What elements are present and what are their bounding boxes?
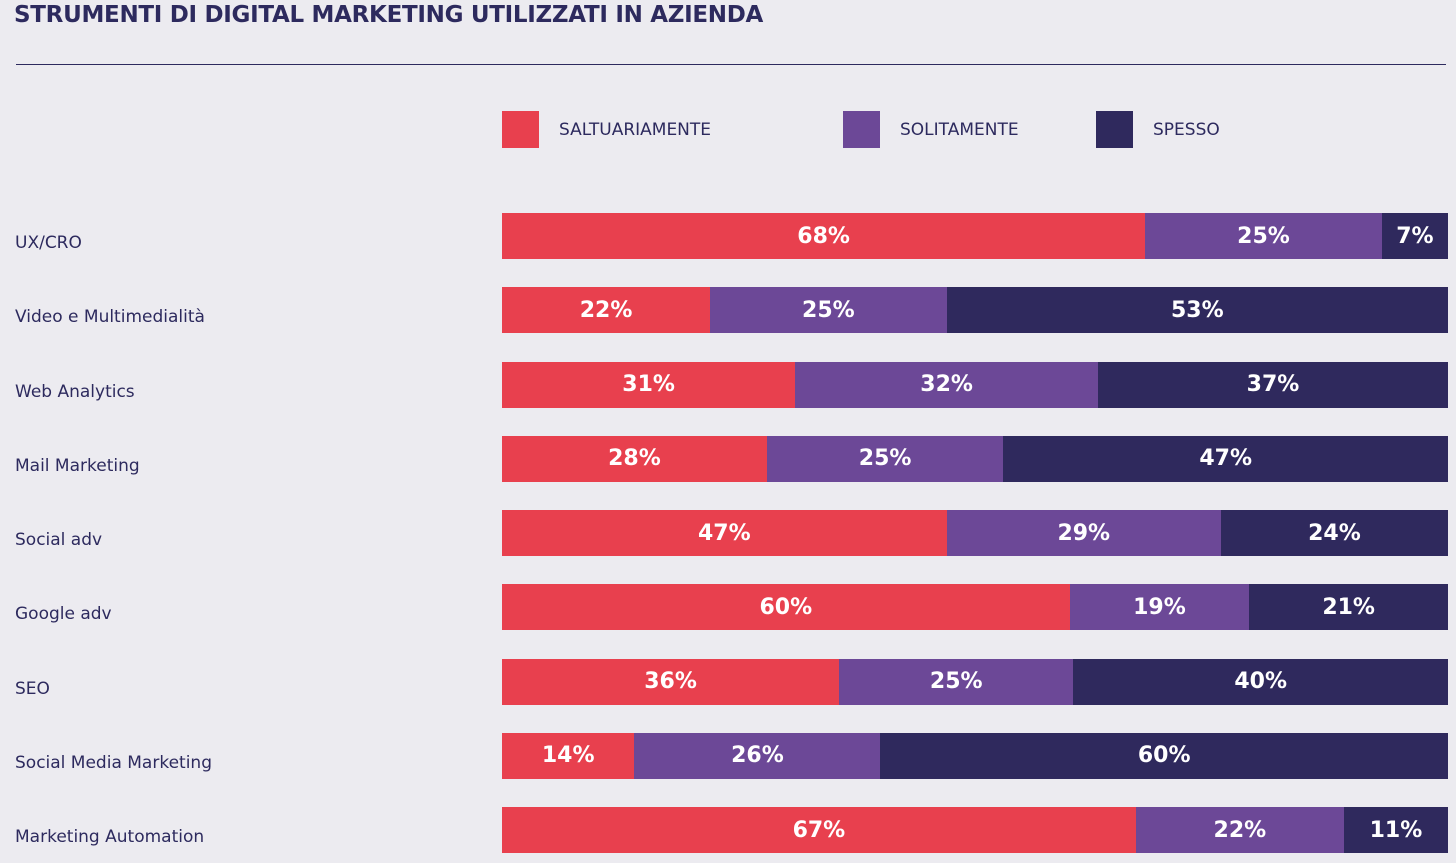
- legend-label-solitamente: SOLITAMENTE: [900, 119, 1019, 140]
- bar-segment-solitamente: 25%: [1145, 213, 1382, 259]
- bar-segment-spesso: 53%: [946, 287, 1448, 334]
- legend-label-spesso: SPESSO: [1153, 119, 1220, 140]
- bar-segment-solitamente: 19%: [1069, 584, 1250, 631]
- category-label-marketing-automation: Marketing Automation: [15, 827, 205, 847]
- legend-label-saltuariamente: SALTUARIAMENTE: [559, 119, 712, 140]
- bar-segment-saltuariamente: 60%: [502, 584, 1070, 631]
- data-label: 68%: [797, 223, 850, 249]
- data-label: 24%: [1308, 520, 1361, 546]
- bar-segment-saltuariamente: 31%: [502, 361, 796, 408]
- bar-row-seo: 36% 25% 40%: [502, 658, 1448, 705]
- bar-row-ux-cro: 68% 25% 7%: [502, 213, 1448, 259]
- category-label-seo: SEO: [15, 678, 50, 699]
- category-label-ux-cro: UX/CRO: [15, 233, 82, 253]
- bar-row-mail-marketing: 28% 25% 47%: [502, 435, 1448, 482]
- data-label: 53%: [1170, 297, 1224, 323]
- bar-row-marketing-automation: 67% 22% 11%: [502, 807, 1448, 853]
- category-label-mail-marketing: Mail Marketing: [15, 455, 140, 476]
- chart-title: STRUMENTI DI DIGITAL MARKETING UTILIZZAT…: [14, 2, 764, 28]
- legend-swatch-saltuariamente: [502, 111, 539, 148]
- data-label: 22%: [579, 297, 633, 323]
- bar-row-video-e-multimedialita: 22% 25% 53%: [502, 287, 1448, 334]
- legend-item-solitamente: SOLITAMENTE: [843, 111, 1019, 148]
- data-label: 67%: [792, 817, 846, 843]
- bar-row-social-adv: 47% 29% 24%: [502, 510, 1448, 556]
- data-label: 36%: [644, 669, 697, 694]
- bar-segment-solitamente: 22%: [1135, 807, 1344, 853]
- bar-segment-solitamente: 25%: [710, 287, 947, 334]
- data-label: 37%: [1246, 372, 1300, 397]
- data-label: 47%: [1199, 446, 1253, 472]
- bar-row-google-adv: 60% 19% 21%: [502, 584, 1448, 631]
- category-label-video-e-multimedialita: Video e Multimedialità: [15, 307, 205, 328]
- legend-item-saltuariamente: SALTUARIAMENTE: [502, 111, 711, 148]
- data-label: 25%: [802, 297, 855, 323]
- bar-segment-saltuariamente: 22%: [502, 287, 711, 334]
- legend-swatch-spesso: [1096, 111, 1133, 148]
- data-label: 32%: [920, 372, 973, 397]
- data-label: 19%: [1133, 594, 1186, 620]
- data-label: 11%: [1369, 817, 1423, 843]
- bar-row-social-media-marketing: 14% 26% 60%: [502, 732, 1448, 779]
- bar-segment-solitamente: 25%: [839, 658, 1074, 705]
- data-label: 25%: [858, 446, 912, 472]
- category-label-google-adv: Google adv: [15, 604, 112, 625]
- data-label: 47%: [697, 520, 751, 546]
- bar-segment-solitamente: 32%: [795, 361, 1098, 408]
- bar-segment-spesso: 47%: [1003, 435, 1448, 482]
- bar-segment-saltuariamente: 68%: [502, 213, 1146, 259]
- bar-segment-spesso: 21%: [1249, 584, 1448, 631]
- bar-segment-solitamente: 26%: [634, 732, 881, 779]
- data-label: 60%: [1137, 743, 1191, 769]
- data-label: 26%: [731, 743, 784, 769]
- bar-segment-spesso: 11%: [1343, 807, 1448, 853]
- bar-row-web-analytics: 31% 32% 37%: [502, 361, 1448, 408]
- data-label: 29%: [1057, 520, 1111, 546]
- data-label: 14%: [541, 743, 595, 769]
- bar-segment-spesso: 7%: [1381, 213, 1448, 259]
- bar-segment-solitamente: 25%: [766, 435, 1004, 482]
- bar-segment-spesso: 60%: [880, 732, 1448, 779]
- data-label: 22%: [1213, 817, 1267, 843]
- category-label-web-analytics: Web Analytics: [15, 381, 135, 402]
- category-label-social-adv: Social adv: [15, 530, 103, 550]
- legend-item-spesso: SPESSO: [1096, 111, 1220, 148]
- data-label: 25%: [929, 669, 983, 694]
- bar-segment-saltuariamente: 67%: [502, 807, 1136, 853]
- data-label: 28%: [608, 446, 661, 472]
- data-label: 40%: [1234, 669, 1287, 694]
- bar-segment-saltuariamente: 47%: [502, 510, 947, 556]
- category-label-social-media-marketing: Social Media Marketing: [15, 752, 212, 773]
- title-divider: [16, 64, 1446, 65]
- data-label: 7%: [1396, 223, 1434, 249]
- bar-segment-spesso: 37%: [1097, 361, 1448, 408]
- bar-segment-spesso: 40%: [1073, 658, 1448, 705]
- bar-segment-solitamente: 29%: [946, 510, 1221, 556]
- data-label: 25%: [1237, 223, 1290, 249]
- bar-segment-saltuariamente: 36%: [502, 658, 840, 705]
- data-label: 31%: [622, 372, 675, 397]
- legend-swatch-solitamente: [843, 111, 880, 148]
- bar-segment-saltuariamente: 28%: [502, 435, 767, 482]
- bar-segment-spesso: 24%: [1220, 510, 1448, 556]
- bar-segment-saltuariamente: 14%: [502, 732, 635, 779]
- data-label: 21%: [1322, 594, 1375, 620]
- data-label: 60%: [759, 594, 813, 620]
